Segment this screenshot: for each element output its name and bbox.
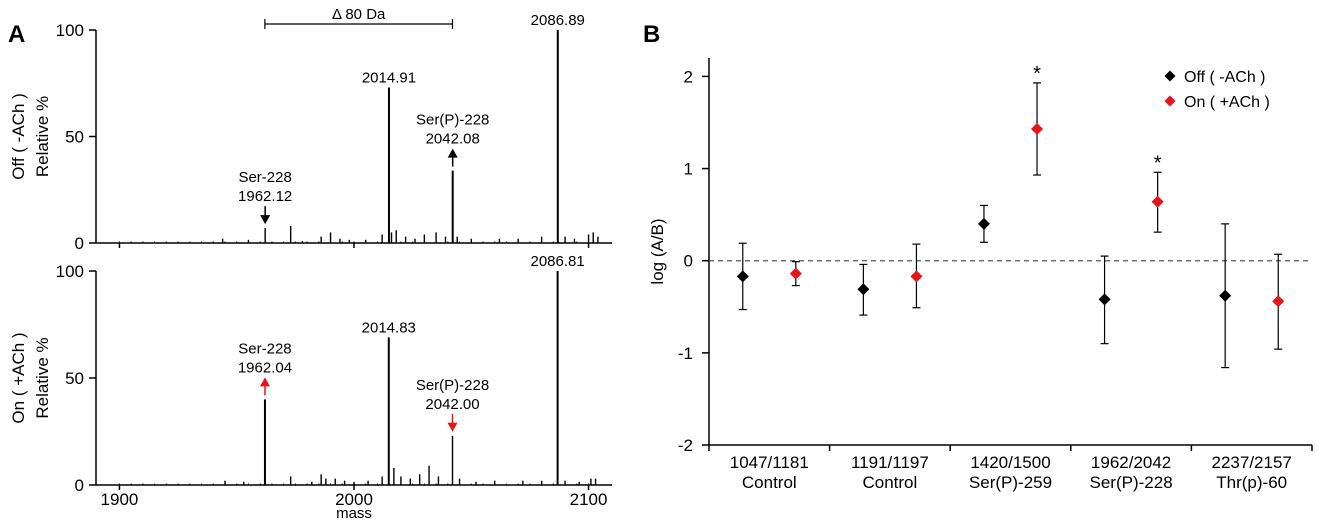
annotation-arrowhead (260, 215, 271, 225)
spectrum-off: 0 50 100 Off ( -ACh ) Relative % 2086.89 2014.… (9, 6, 612, 253)
peak-label: 2086.89 (531, 12, 585, 29)
peak-label: 2086.81 (530, 253, 584, 270)
annotation-arrowhead (447, 422, 458, 432)
x-tick-label: 1900 (101, 490, 139, 509)
peak-label: 2042.08 (426, 131, 480, 148)
category-label: 2237/2157 (1212, 453, 1292, 472)
peak-label: 1962.04 (238, 359, 292, 376)
mass-spectrum-panel: 0 50 100 Off ( -ACh ) Relative % 2086.89 2014.… (9, 6, 612, 520)
category-sublabel: Ser(P)-259 (969, 473, 1052, 492)
x-tick-label: 2000 (335, 490, 373, 509)
x-axis-label: mass (336, 505, 372, 520)
peak-label: 1962.12 (238, 188, 292, 205)
y-tick-label: 2 (684, 67, 693, 86)
legend-label: Off ( -ACh ) (1184, 69, 1266, 86)
peak-label: 2042.00 (425, 396, 479, 413)
peak-label: Ser-228 (238, 169, 291, 186)
category-label: 1962/2042 (1091, 453, 1171, 472)
annotation-arrowhead (259, 377, 270, 387)
series-off (736, 204, 1232, 369)
legend-marker (1164, 70, 1176, 82)
y-axis-label-condition: On ( +ACh ) (9, 332, 28, 423)
category-sublabel: Ser(P)-228 (1090, 473, 1173, 492)
annotation-arrowhead (447, 148, 458, 158)
y-tick-label: 100 (56, 21, 84, 40)
y-tick-label: 50 (65, 369, 84, 388)
data-point (736, 270, 749, 283)
data-point (1098, 293, 1111, 306)
x-tick-label: 2100 (570, 490, 608, 509)
data-point (1031, 122, 1044, 135)
significance-marker: * (1033, 63, 1041, 85)
peak-label: 2014.83 (362, 319, 416, 336)
delta-bracket-label: Δ 80 Da (332, 6, 386, 23)
category-sublabel: Control (742, 473, 797, 492)
data-point (789, 267, 802, 280)
y-tick-label: -2 (678, 436, 693, 455)
peak-label: Ser(P)-228 (416, 112, 489, 129)
y-tick-label: 0 (75, 234, 84, 253)
legend: Off ( -ACh ) On ( +ACh ) (1164, 69, 1270, 111)
category-label: 1047/1181 (730, 453, 809, 472)
data-point (857, 283, 870, 296)
y-tick-label: -1 (678, 344, 693, 363)
y-tick-label: 50 (65, 128, 84, 147)
panel-letter-a: A (8, 21, 25, 48)
category-label: 1191/1197 (851, 453, 929, 472)
category-sublabel: Thr(p)-60 (1216, 473, 1287, 492)
y-axis-label: Relative % (33, 96, 52, 177)
peak-label: Ser-228 (238, 340, 291, 357)
data-point (1151, 195, 1164, 208)
data-point (1272, 295, 1285, 308)
category-sublabel: Control (862, 473, 917, 492)
data-point (1219, 289, 1232, 302)
category-label: 1420/1500 (970, 453, 1050, 472)
y-axis-label: Relative % (33, 337, 52, 418)
data-point (977, 217, 990, 230)
spectrum-on: 0 50 100 On ( +ACh ) Relative % 2086.81 2014.8… (9, 253, 612, 495)
y-tick-label: 0 (75, 476, 84, 495)
peak-label: Ser(P)-228 (416, 377, 489, 394)
data-point (910, 270, 923, 283)
y-tick-label: 100 (56, 262, 84, 281)
peak-label: 2014.91 (362, 70, 416, 87)
y-axis-label: log (A/B) (648, 218, 667, 284)
legend-label: On ( +ACh ) (1184, 94, 1270, 111)
series-on: ** (789, 63, 1285, 350)
y-tick-label: 1 (684, 160, 693, 179)
y-axis-label-condition: Off ( -ACh ) (9, 93, 28, 180)
legend-marker (1164, 95, 1176, 107)
panel-letter-b: B (643, 21, 660, 48)
y-tick-label: 0 (684, 252, 693, 271)
significance-marker: * (1154, 152, 1162, 174)
